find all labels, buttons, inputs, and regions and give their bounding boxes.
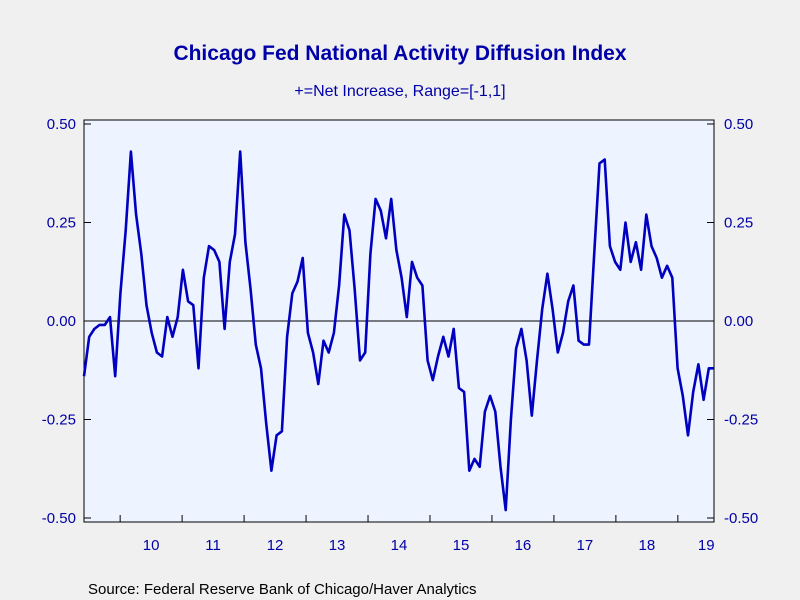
chart-subtitle: +=Net Increase, Range=[-1,1] xyxy=(294,83,505,100)
x-tick-label: 17 xyxy=(577,537,594,554)
x-tick-label: 13 xyxy=(329,537,346,554)
x-tick-label: 10 xyxy=(143,537,160,554)
x-axis: 10 11 12 13 14 15 16 17 18 19 xyxy=(119,515,715,554)
x-tick-label: 18 xyxy=(639,537,656,554)
series-line-1 xyxy=(82,150,714,512)
source-note: Source: Federal Reserve Bank of Chicago/… xyxy=(88,581,477,598)
x-tick-label: 12 xyxy=(267,537,284,554)
y-tick-label-right: 0.50 xyxy=(724,116,753,133)
y-tick-label-left: 0.50 xyxy=(47,116,76,133)
series-group xyxy=(82,150,714,512)
y-tick-label-right: 0.00 xyxy=(724,313,753,330)
y-tick-label-left: -0.25 xyxy=(42,412,76,429)
y-tick-label-left: -0.50 xyxy=(42,510,76,527)
y-tick-label-right: -0.25 xyxy=(724,412,758,429)
y-axis-left: 0.50 0.25 0.00 -0.25 -0.50 xyxy=(42,116,91,527)
y-axis-right: 0.50 0.25 0.00 -0.25 -0.50 xyxy=(707,116,758,527)
x-tick-label: 11 xyxy=(205,537,221,554)
y-tick-label-left: 0.00 xyxy=(47,313,76,330)
chart-title: Chicago Fed National Activity Diffusion … xyxy=(173,42,626,65)
y-tick-label-right: -0.50 xyxy=(724,510,758,527)
y-tick-label-left: 0.25 xyxy=(47,215,76,232)
x-tick-label: 15 xyxy=(453,537,470,554)
x-tick-label: 16 xyxy=(515,537,532,554)
x-tick-label: 14 xyxy=(391,537,408,554)
x-tick-label: 19 xyxy=(698,537,715,554)
y-tick-label-right: 0.25 xyxy=(724,215,753,232)
